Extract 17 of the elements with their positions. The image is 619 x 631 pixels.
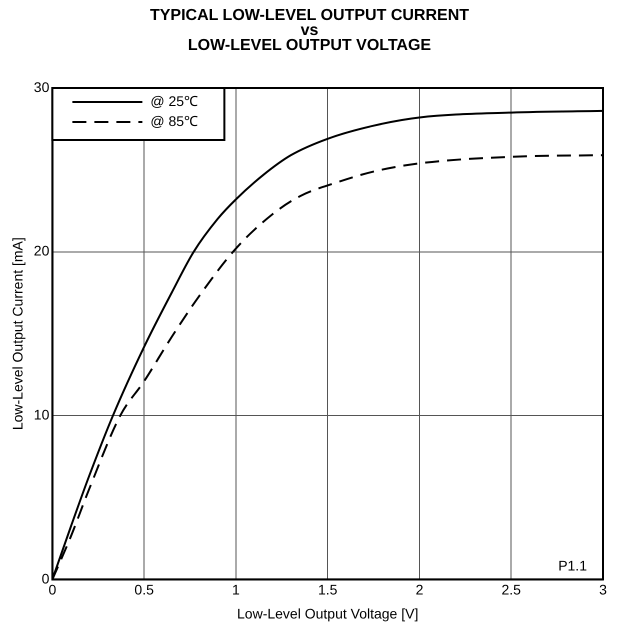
y-tick-label: 10 [34, 406, 50, 422]
legend-label: @ 85℃ [150, 112, 198, 129]
y-tick-label: 30 [34, 78, 50, 95]
chart-title: TYPICAL LOW-LEVEL OUTPUT CURRENT [148, 7, 470, 24]
legend-label: @ 25℃ [150, 92, 198, 109]
x-tick-label: 3 [599, 582, 608, 598]
y-tick-label: 20 [34, 242, 50, 259]
y-axis-title: Low-Level Output Current [mA] [9, 237, 26, 430]
chart-subtitle: vs LOW-LEVEL OUTPUT VOLTAGE [186, 22, 432, 54]
x-axis-title: Low-Level Output Voltage [V] [237, 605, 418, 622]
x-tick-label: 1 [232, 582, 240, 598]
annotation: P1.1 [558, 557, 588, 574]
x-tick-label: 0.5 [134, 582, 154, 598]
x-tick-label: 2.5 [501, 582, 522, 598]
x-tick-label: 2 [416, 582, 424, 598]
x-tick-label: 1.5 [318, 582, 338, 598]
y-tick-label: 0 [42, 570, 50, 586]
